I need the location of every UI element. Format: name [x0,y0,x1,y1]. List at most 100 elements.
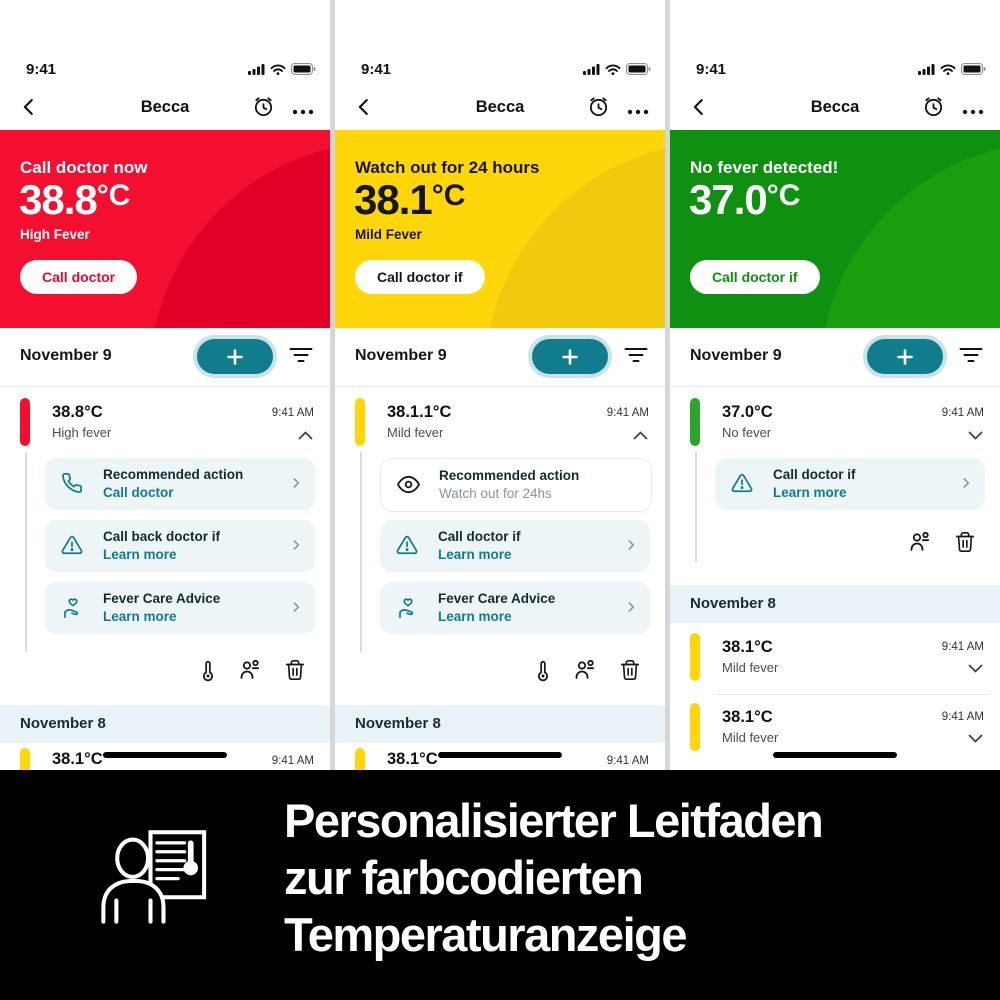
banner-decor-circle [820,142,1000,328]
fever-care-advice-card[interactable]: Fever Care Advice Learn more [380,582,650,634]
trash-icon[interactable] [619,658,641,685]
battery-icon [626,63,651,75]
nav-title: Becca [810,98,860,116]
call-back-doctor-card[interactable]: Call back doctor if Learn more [45,520,315,572]
chevron-up-icon[interactable] [298,428,313,443]
card-link[interactable]: Learn more [103,609,177,624]
banner-decor-circle [150,142,330,328]
phone-divider [665,0,670,770]
temperature-unit: °C [96,179,131,212]
back-icon[interactable] [688,96,710,121]
entry-time: 9:41 AM [606,407,649,419]
severity-bar [20,748,30,770]
nav-title: Becca [140,98,190,116]
assign-user-icon[interactable] [573,658,597,685]
card-link[interactable]: Learn more [773,485,847,500]
trash-icon[interactable] [954,530,976,557]
back-icon[interactable] [18,96,40,121]
more-icon[interactable] [292,103,314,118]
entry-temperature: 38.1°C [722,638,773,656]
list-header: November 9 [335,328,665,387]
alert-triangle-icon [731,472,753,499]
plus-icon [897,348,913,365]
chevron-down-icon[interactable] [968,731,983,746]
timeline-connector [695,452,697,562]
back-icon[interactable] [353,96,375,121]
banner-subtitle: High Fever [20,227,90,242]
filter-icon[interactable] [623,345,649,367]
entry-time: 9:41 AM [271,407,314,419]
entry-time: 9:41 AM [941,641,984,653]
alarm-icon[interactable] [587,95,610,121]
phone-divider [330,0,335,770]
card-subtitle: Watch out for 24hs [439,486,552,501]
card-title: Recommended action [439,468,580,483]
home-indicator [773,752,897,758]
fever-care-advice-card[interactable]: Fever Care Advice Learn more [45,582,315,634]
status-bar: 9:41 [670,60,1000,82]
date-section-band: November 8 [335,705,665,743]
card-link[interactable]: Learn more [438,547,512,562]
assign-user-icon[interactable] [238,658,262,685]
status-icons [248,63,316,75]
list-header: November 9 [0,328,330,387]
footer-line: zur farbcodierten [284,851,644,904]
battery-icon [291,63,316,75]
plus-icon [562,348,578,365]
thermometer-icon[interactable] [197,658,219,685]
call-doctor-if-card[interactable]: Call doctor if Learn more [380,520,650,572]
severity-bar [690,398,700,446]
entry-temperature: 37.0°C [722,403,773,421]
eye-icon [397,473,420,501]
entry-temperature: 38.1°C [722,708,773,726]
thermometer-icon[interactable] [532,658,554,685]
marketing-footer: Personalisierter Leitfaden zur farbcodie… [0,770,1000,1000]
chevron-up-icon[interactable] [633,428,648,443]
call-doctor-if-button[interactable]: Call doctor if [355,260,485,294]
add-measurement-button[interactable] [197,339,273,374]
entry-label: High fever [52,425,112,440]
status-icons [918,63,986,75]
care-hand-heart-icon [61,596,85,625]
chevron-down-icon[interactable] [968,428,983,443]
severity-bar [20,398,30,446]
more-icon[interactable] [627,103,649,118]
plus-icon [227,348,243,365]
alert-triangle-icon [61,534,83,561]
add-measurement-button[interactable] [532,339,608,374]
temperature-value: 37.0 [689,176,768,223]
banner-title: Watch out for 24 hours [355,158,540,177]
chevron-down-icon[interactable] [968,661,983,676]
card-link[interactable]: Call doctor [103,485,174,500]
care-hand-heart-icon [396,596,420,625]
card-link[interactable]: Learn more [103,547,177,562]
add-measurement-button[interactable] [867,339,943,374]
status-time: 9:41 [26,61,57,78]
nav-bar: Becca [670,92,1000,126]
card-title: Fever Care Advice [103,591,221,606]
call-doctor-if-card[interactable]: Call doctor if Learn more [715,458,985,510]
trash-icon[interactable] [284,658,306,685]
filter-icon[interactable] [958,345,984,367]
phone-screen-high-fever: 9:41 Becca Call doctor now 38.8°C High F… [0,0,330,770]
card-title: Recommended action [103,467,244,482]
status-time: 9:41 [696,61,727,78]
recommended-action-card[interactable]: Recommended action Watch out for 24hs [380,458,652,512]
entry-label: No fever [722,425,772,440]
card-link[interactable]: Learn more [438,609,512,624]
more-icon[interactable] [962,103,984,118]
alarm-icon[interactable] [922,95,945,121]
assign-user-icon[interactable] [908,530,932,557]
recommended-action-card[interactable]: Recommended action Call doctor [45,458,315,510]
fever-alert-banner: No fever detected! 37.0°C Call doctor if [670,130,1000,328]
chevron-right-icon [289,476,303,495]
call-doctor-button[interactable]: Call doctor [20,260,138,294]
filter-icon[interactable] [288,345,314,367]
list-header: November 9 [670,328,1000,387]
call-doctor-if-button[interactable]: Call doctor if [690,260,820,294]
alarm-icon[interactable] [252,95,275,121]
phone-icon [61,472,83,499]
card-title: Call back doctor if [103,529,221,544]
severity-bar [355,748,365,770]
home-indicator [438,752,562,758]
